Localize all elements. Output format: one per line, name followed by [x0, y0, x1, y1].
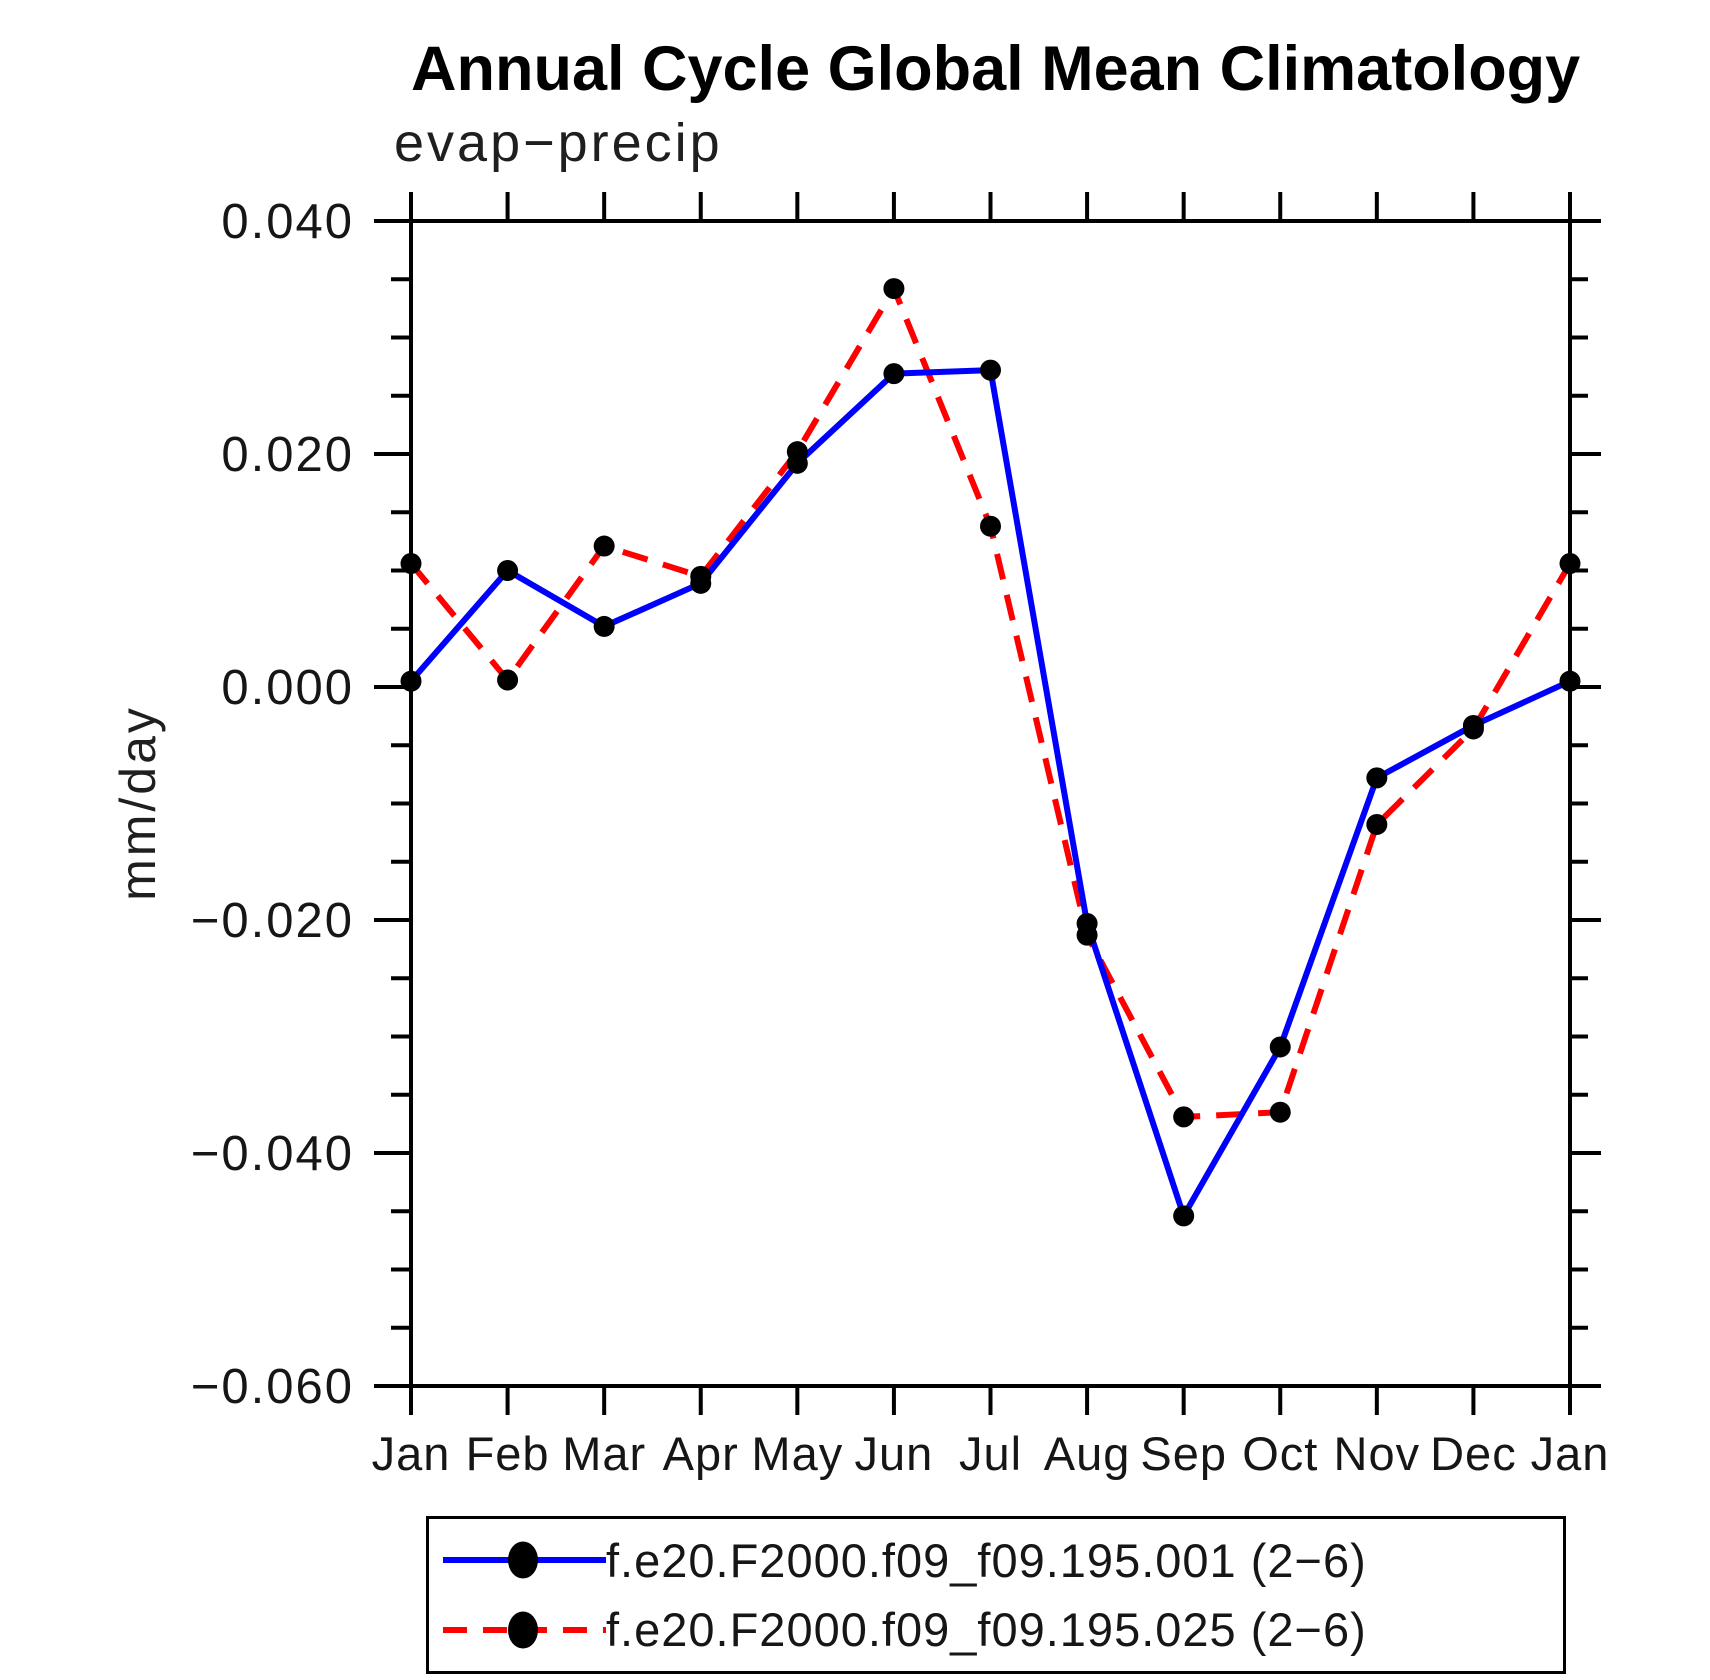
data-point-marker	[1076, 924, 1098, 946]
y-tick-label: 0.020	[221, 428, 354, 482]
data-point-marker	[980, 515, 1001, 537]
x-tick-label: Jun	[855, 1427, 934, 1480]
data-point-marker	[1269, 1036, 1291, 1058]
data-point-marker	[1269, 1101, 1291, 1123]
data-point-marker	[497, 560, 519, 581]
data-point-marker	[497, 669, 519, 691]
data-point-marker	[1173, 1205, 1195, 1227]
data-point-marker	[593, 535, 615, 557]
x-tick-label: Feb	[466, 1427, 550, 1480]
series-line-dashed	[408, 285, 1573, 1120]
legend-sample-solid	[443, 1538, 606, 1582]
x-tick-label: Sep	[1140, 1427, 1227, 1480]
series-line-solid	[408, 367, 1572, 1219]
data-point-marker	[400, 670, 422, 692]
data-point-marker	[1559, 553, 1581, 575]
marker-dot-icon	[508, 1541, 538, 1579]
y-tick-label: −0.060	[191, 1360, 354, 1414]
data-point-marker	[1173, 1106, 1195, 1128]
legend-sample-dashed	[443, 1608, 606, 1652]
data-point-marker	[690, 565, 712, 587]
data-point-marker	[1462, 718, 1484, 740]
legend-item-series-1: f.e20.F2000.f09_f09.195.001 (2−6)	[443, 1528, 1563, 1592]
marker-dot-icon	[508, 1611, 538, 1649]
y-tick-label: 0.040	[221, 195, 354, 249]
x-tick-label: Mar	[562, 1427, 646, 1480]
data-point-marker	[400, 553, 422, 575]
data-point-marker	[1559, 670, 1581, 692]
x-tick-label: May	[751, 1427, 843, 1480]
x-tick-label: Oct	[1242, 1427, 1318, 1480]
chart-subtitle: evap−precip	[394, 113, 723, 173]
data-point-marker	[980, 359, 1001, 381]
data-point-marker	[593, 615, 615, 637]
x-tick-label: Nov	[1334, 1427, 1421, 1480]
data-point-marker	[1366, 813, 1388, 835]
data-point-marker	[883, 363, 905, 385]
data-point-marker	[1366, 767, 1388, 789]
legend-label-series-2: f.e20.F2000.f09_f09.195.025 (2−6)	[606, 1603, 1367, 1657]
chart-title: Annual Cycle Global Mean Climatology	[411, 34, 1581, 104]
y-tick-label: −0.020	[191, 894, 354, 948]
x-tick-label: Dec	[1430, 1427, 1517, 1480]
x-tick-label: Jul	[959, 1427, 1022, 1480]
legend-label-series-1: f.e20.F2000.f09_f09.195.001 (2−6)	[606, 1533, 1367, 1587]
x-tick-label: Apr	[663, 1427, 739, 1480]
legend: f.e20.F2000.f09_f09.195.001 (2−6) f.e20.…	[426, 1516, 1566, 1674]
x-tick-label: Jan	[1531, 1427, 1610, 1480]
data-point-marker	[786, 441, 808, 463]
x-tick-label: Aug	[1044, 1427, 1131, 1480]
x-tick-label: Jan	[372, 1427, 451, 1480]
y-tick-label: −0.040	[191, 1127, 354, 1181]
y-tick-label: 0.000	[221, 661, 354, 715]
data-point-marker	[883, 278, 905, 300]
legend-item-series-2: f.e20.F2000.f09_f09.195.025 (2−6)	[443, 1598, 1563, 1662]
